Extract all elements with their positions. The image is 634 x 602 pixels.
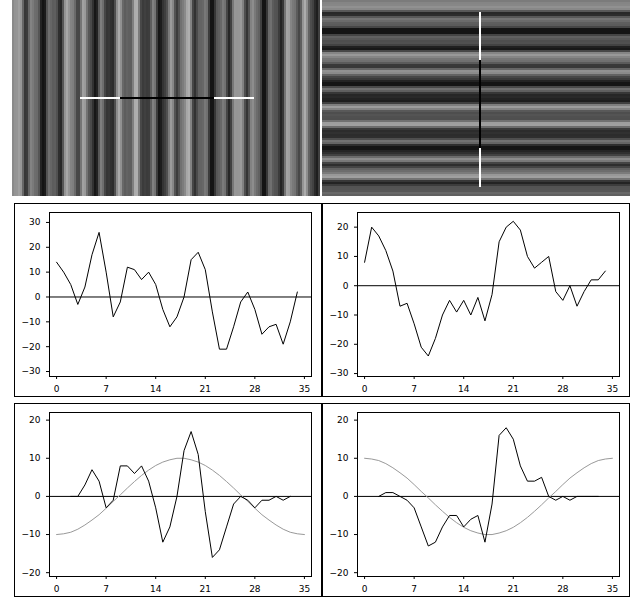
svg-text:−10: −10 (330, 310, 349, 320)
svg-text:7: 7 (411, 584, 417, 594)
svg-text:20: 20 (29, 415, 41, 425)
svg-text:−20: −20 (330, 568, 349, 578)
svg-text:14: 14 (458, 584, 470, 594)
svg-text:21: 21 (200, 584, 211, 594)
svg-text:10: 10 (337, 453, 349, 463)
svg-text:28: 28 (557, 584, 569, 594)
svg-text:21: 21 (508, 584, 519, 594)
svg-text:30: 30 (29, 217, 41, 227)
svg-text:35: 35 (299, 384, 310, 394)
svg-text:20: 20 (29, 242, 41, 252)
svg-text:14: 14 (458, 384, 470, 394)
svg-text:20: 20 (337, 415, 349, 425)
svg-text:−10: −10 (22, 529, 41, 539)
svg-text:28: 28 (249, 384, 261, 394)
svg-text:0: 0 (343, 281, 349, 291)
svg-text:10: 10 (29, 267, 41, 277)
svg-text:28: 28 (557, 384, 569, 394)
svg-text:7: 7 (411, 384, 417, 394)
svg-text:−10: −10 (330, 529, 349, 539)
svg-text:−20: −20 (330, 339, 349, 349)
svg-text:−20: −20 (22, 342, 41, 352)
svg-text:0: 0 (35, 491, 41, 501)
svg-text:−30: −30 (22, 366, 41, 376)
svg-text:35: 35 (607, 384, 618, 394)
svg-text:21: 21 (200, 384, 211, 394)
svg-text:−20: −20 (22, 568, 41, 578)
svg-text:−10: −10 (22, 317, 41, 327)
svg-text:0: 0 (343, 491, 349, 501)
svg-text:28: 28 (249, 584, 261, 594)
svg-text:20: 20 (337, 222, 349, 232)
svg-text:10: 10 (29, 453, 41, 463)
svg-text:21: 21 (508, 384, 519, 394)
svg-text:−30: −30 (330, 368, 349, 378)
svg-text:35: 35 (299, 584, 310, 594)
svg-text:7: 7 (103, 584, 109, 594)
svg-text:35: 35 (607, 584, 618, 594)
svg-text:14: 14 (150, 584, 162, 594)
svg-text:14: 14 (150, 384, 162, 394)
svg-text:7: 7 (103, 384, 109, 394)
svg-text:10: 10 (337, 251, 349, 261)
svg-text:0: 0 (362, 384, 368, 394)
svg-text:0: 0 (54, 584, 60, 594)
svg-text:0: 0 (35, 292, 41, 302)
svg-text:0: 0 (54, 384, 60, 394)
svg-text:0: 0 (362, 584, 368, 594)
